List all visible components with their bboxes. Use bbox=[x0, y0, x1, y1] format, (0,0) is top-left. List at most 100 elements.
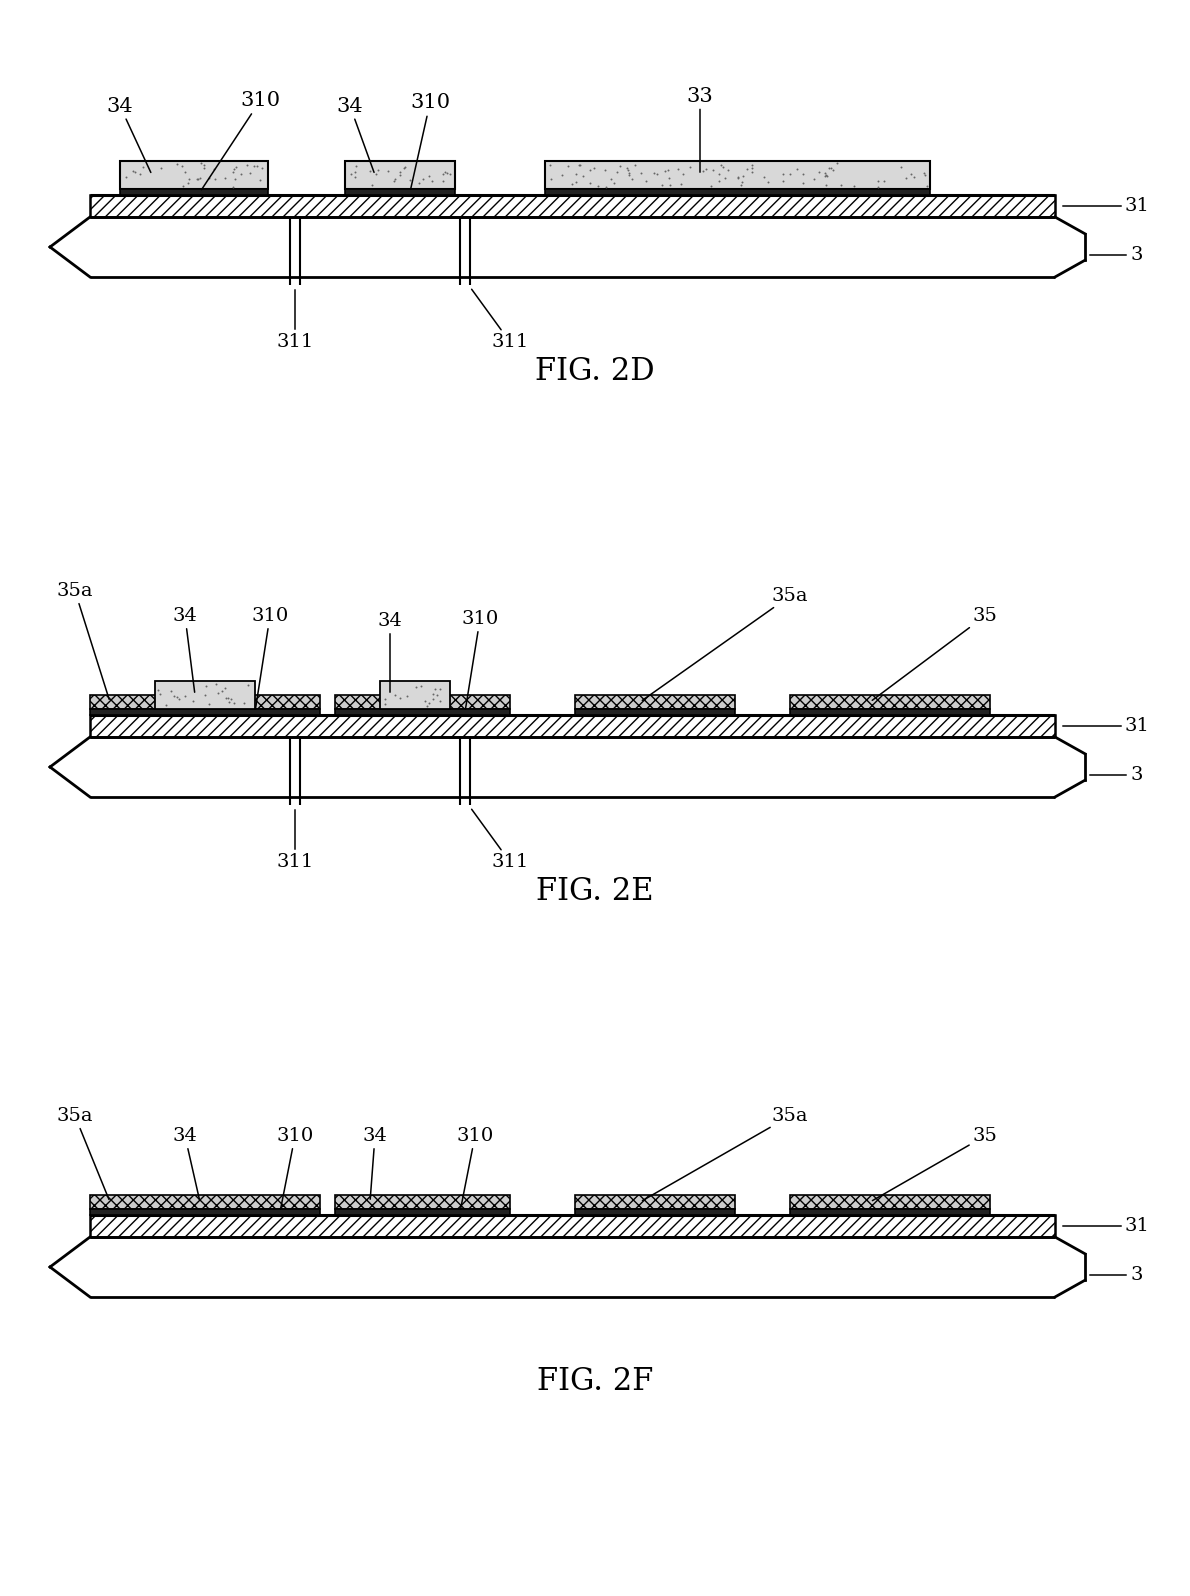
Point bbox=[828, 150, 847, 176]
Point bbox=[710, 168, 729, 193]
Text: 34: 34 bbox=[107, 96, 151, 172]
Point bbox=[901, 161, 920, 187]
Point bbox=[610, 153, 630, 179]
Point bbox=[411, 674, 430, 699]
Point bbox=[431, 688, 450, 713]
Point bbox=[693, 158, 712, 184]
Text: 310: 310 bbox=[457, 1127, 494, 1210]
Point bbox=[743, 160, 762, 185]
Point bbox=[394, 155, 413, 180]
Text: FIG. 2F: FIG. 2F bbox=[537, 1366, 653, 1398]
Point bbox=[804, 166, 823, 192]
Point bbox=[618, 155, 637, 180]
Point bbox=[540, 152, 559, 177]
Point bbox=[401, 168, 420, 193]
Point bbox=[217, 685, 236, 710]
Polygon shape bbox=[50, 217, 90, 278]
Point bbox=[384, 168, 403, 193]
Point bbox=[581, 156, 600, 182]
Point bbox=[390, 685, 409, 710]
Point bbox=[733, 169, 752, 195]
Point bbox=[390, 160, 409, 185]
Point bbox=[719, 158, 738, 184]
Bar bbox=[575, 709, 735, 715]
Point bbox=[652, 172, 671, 198]
Point bbox=[205, 166, 224, 192]
Bar bbox=[90, 709, 320, 715]
Text: 34: 34 bbox=[363, 1127, 388, 1199]
Point bbox=[206, 672, 225, 697]
Point bbox=[794, 171, 813, 196]
Text: 31: 31 bbox=[1063, 196, 1150, 215]
Bar bbox=[790, 709, 990, 715]
Point bbox=[660, 172, 679, 198]
Point bbox=[150, 681, 169, 707]
Text: 310: 310 bbox=[201, 91, 280, 190]
Point bbox=[157, 693, 176, 718]
Text: 311: 311 bbox=[276, 290, 314, 351]
Point bbox=[227, 155, 246, 180]
Point bbox=[176, 160, 195, 185]
Text: 310: 310 bbox=[276, 1127, 314, 1210]
Point bbox=[248, 153, 267, 179]
Point bbox=[733, 163, 752, 188]
Point bbox=[225, 689, 244, 715]
Point bbox=[124, 158, 143, 184]
Point bbox=[809, 160, 828, 185]
Point bbox=[619, 161, 638, 187]
Bar bbox=[90, 195, 1056, 217]
Text: 310: 310 bbox=[251, 606, 289, 709]
Point bbox=[178, 166, 198, 192]
Point bbox=[188, 166, 207, 192]
Point bbox=[237, 153, 256, 179]
Point bbox=[758, 169, 777, 195]
Point bbox=[245, 153, 264, 179]
Text: 31: 31 bbox=[1063, 1218, 1150, 1235]
Point bbox=[581, 171, 600, 196]
Point bbox=[595, 158, 614, 184]
Point bbox=[844, 174, 863, 200]
Point bbox=[220, 689, 239, 715]
Point bbox=[395, 155, 414, 180]
Point bbox=[743, 155, 762, 180]
Point bbox=[178, 169, 198, 195]
Point bbox=[173, 153, 192, 179]
Point bbox=[589, 174, 608, 200]
Point bbox=[584, 155, 603, 180]
Point bbox=[376, 686, 395, 712]
Point bbox=[397, 683, 416, 709]
Point bbox=[188, 166, 207, 192]
Bar bbox=[155, 681, 255, 709]
Bar bbox=[575, 1210, 735, 1215]
Point bbox=[904, 164, 923, 190]
Point bbox=[422, 169, 441, 195]
Point bbox=[715, 164, 734, 190]
Point bbox=[190, 164, 209, 190]
Point bbox=[250, 168, 269, 193]
Point bbox=[709, 161, 728, 187]
Point bbox=[566, 161, 585, 187]
Point bbox=[367, 161, 386, 187]
Point bbox=[601, 166, 620, 192]
Point bbox=[620, 163, 639, 188]
Point bbox=[731, 172, 750, 198]
Polygon shape bbox=[1056, 1237, 1085, 1298]
Point bbox=[345, 164, 364, 190]
Bar bbox=[336, 709, 511, 715]
Point bbox=[440, 161, 459, 187]
Point bbox=[815, 160, 834, 185]
Point bbox=[346, 160, 365, 185]
Point bbox=[221, 686, 240, 712]
Point bbox=[415, 689, 434, 715]
Text: 34: 34 bbox=[173, 1127, 200, 1199]
Point bbox=[618, 156, 637, 182]
Point bbox=[174, 172, 193, 198]
Text: 35: 35 bbox=[872, 1127, 997, 1200]
Text: 311: 311 bbox=[471, 289, 528, 351]
Text: 34: 34 bbox=[173, 606, 198, 693]
Text: 34: 34 bbox=[337, 96, 374, 172]
Point bbox=[346, 153, 365, 179]
Point bbox=[622, 166, 641, 192]
Point bbox=[390, 163, 409, 188]
Point bbox=[914, 160, 933, 185]
